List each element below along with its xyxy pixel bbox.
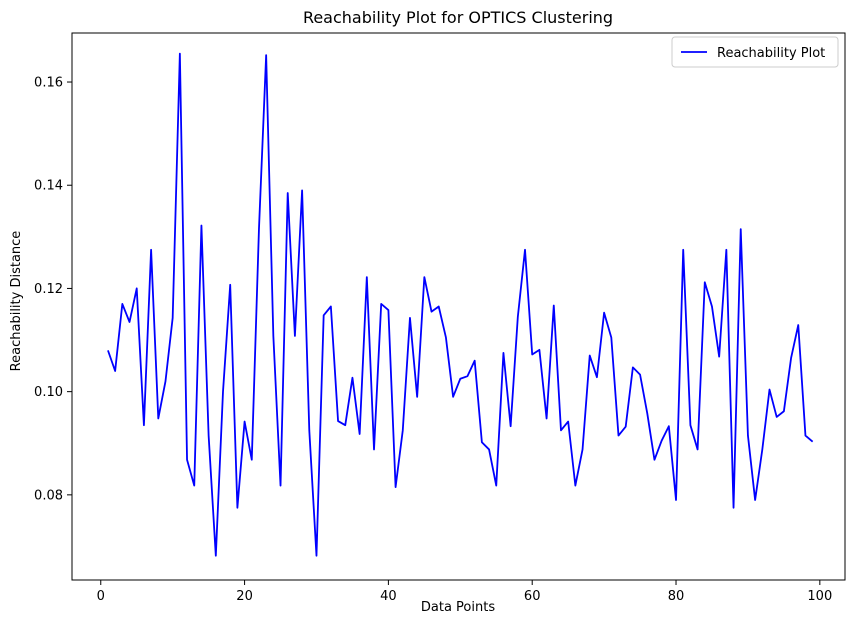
x-axis-label: Data Points bbox=[421, 600, 495, 615]
legend-series-label: Reachability Plot bbox=[717, 46, 825, 61]
y-tick-label: 0.16 bbox=[34, 76, 63, 91]
x-tick-label: 60 bbox=[524, 589, 541, 604]
x-tick-label: 100 bbox=[807, 589, 832, 604]
x-tick-label: 80 bbox=[668, 589, 685, 604]
y-tick-label: 0.10 bbox=[34, 385, 63, 400]
plot-area bbox=[107, 52, 814, 557]
axes-frame bbox=[71, 32, 846, 581]
y-tick-label: 0.14 bbox=[34, 179, 63, 194]
legend: Reachability Plot bbox=[671, 36, 839, 68]
y-axis-label: Reachability Distance bbox=[9, 231, 24, 372]
legend-frame bbox=[671, 36, 839, 68]
axes: 0 20 40 60 80 100 0.08 0.10 0.12 0.14 0.16 bbox=[34, 32, 846, 604]
x-tick-label: 20 bbox=[236, 589, 253, 604]
x-tick-label: 40 bbox=[380, 589, 397, 604]
x-tick-label: 0 bbox=[97, 589, 105, 604]
series-line-0 bbox=[107, 52, 814, 557]
y-tick-label: 0.12 bbox=[34, 282, 63, 297]
chart-title: Reachability Plot for OPTICS Clustering bbox=[303, 8, 613, 27]
y-tick-label: 0.08 bbox=[34, 488, 63, 503]
